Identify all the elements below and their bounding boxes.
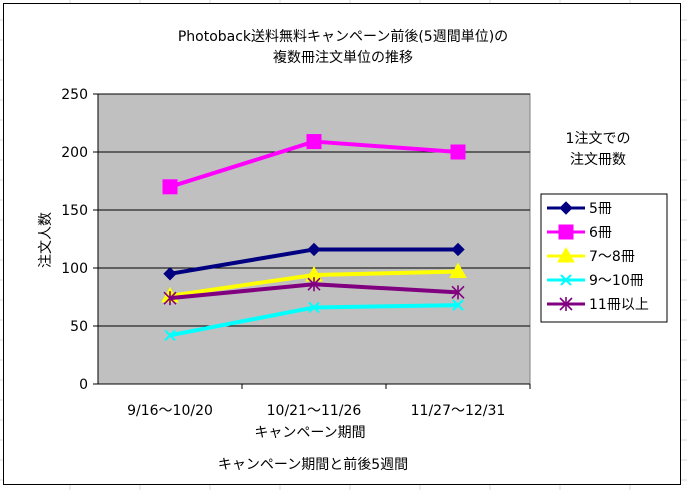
legend-marker-3 [557, 246, 575, 263]
bottom-subtitle: キャンペーン期間と前後5週間 [218, 456, 408, 473]
x-axis-label: キャンペーン期間 [254, 425, 365, 441]
data-point-5-3 [451, 285, 465, 300]
legend-label-3: 7～8冊 [589, 249, 635, 265]
data-point-3-3 [449, 262, 467, 278]
y-tick-label: 200 [61, 145, 88, 161]
y-axis-ticks: 0 50 100 150 200 250 [61, 87, 530, 393]
x-tick-label: 11/27～12/31 [411, 403, 506, 419]
legend-title-line2: 注文冊数 [570, 152, 626, 168]
data-point-5-1 [163, 291, 177, 306]
legend-label-5: 11冊以上 [589, 297, 649, 313]
legend: 5冊 6冊 7～8冊 9～10冊 11冊以上 [540, 193, 668, 323]
data-point-4-1 [164, 329, 176, 341]
legend-marker-4 [560, 274, 572, 286]
legend-label-1: 5冊 [589, 201, 612, 217]
data-point-5-2 [307, 277, 321, 292]
data-point-1-3 [451, 242, 465, 257]
data-point-4-3 [452, 299, 464, 311]
legend-label-2: 6冊 [589, 225, 612, 241]
legend-label-4: 9～10冊 [589, 273, 644, 289]
y-tick-label: 100 [61, 261, 88, 277]
data-point-1-2 [307, 242, 321, 257]
x-axis-ticks: 9/16～10/20 10/21～11/26 11/27～12/31 [127, 384, 531, 419]
y-tick-label: 150 [61, 203, 88, 219]
data-point-2-3 [450, 144, 466, 160]
chart-title-line2: 複数冊注文単位の推移 [273, 49, 413, 66]
y-tick-label: 50 [70, 319, 88, 335]
legend-title-line1: 1注文での [566, 131, 631, 147]
chart-title-line1: Photoback送料無料キャンペーン前後(5週間単位)の [178, 28, 508, 45]
series-layer [161, 134, 467, 341]
legend-marker-5 [559, 297, 573, 311]
data-point-2-2 [306, 134, 322, 150]
data-point-1-1 [163, 267, 177, 281]
legend-marker-1 [559, 201, 573, 215]
legend-marker-2 [558, 224, 574, 240]
y-tick-label: 0 [79, 377, 88, 393]
data-point-2-1 [162, 179, 178, 195]
y-axis-label: 注文人数 [38, 212, 54, 268]
y-tick-label: 250 [61, 87, 88, 103]
data-point-4-2 [308, 301, 320, 314]
x-tick-label: 10/21～11/26 [267, 403, 362, 419]
x-tick-label: 9/16～10/20 [127, 403, 213, 419]
